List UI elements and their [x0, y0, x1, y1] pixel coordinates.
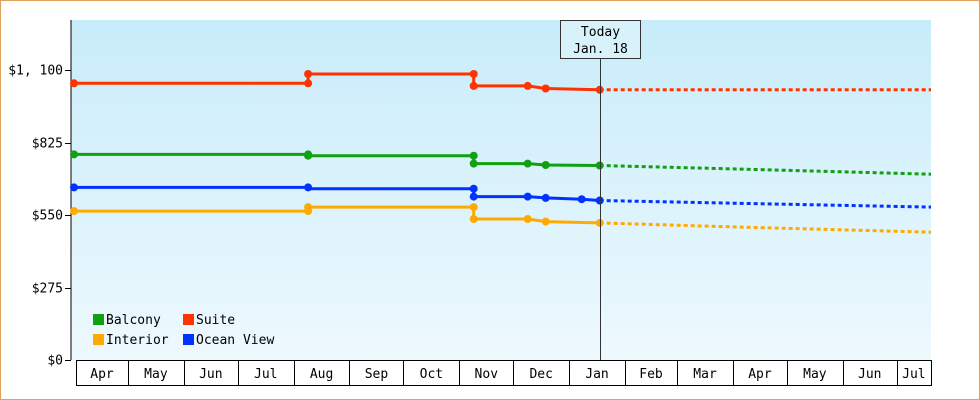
legend-label: Balcony: [106, 313, 161, 328]
data-point: [469, 159, 478, 168]
plot-area: [71, 20, 931, 360]
data-point: [523, 215, 532, 223]
x-tick-label: Mar: [693, 367, 717, 382]
legend-label: Interior: [106, 333, 169, 348]
y-tick-label: $1, 100: [8, 64, 63, 79]
data-point: [469, 203, 478, 212]
data-point: [70, 183, 78, 192]
x-tick-label: Apr: [90, 367, 114, 382]
data-point: [595, 218, 604, 227]
today-box: [560, 20, 641, 59]
legend-label: Ocean View: [196, 333, 274, 348]
x-tick-label: Oct: [420, 367, 443, 382]
x-tick-label: Aug: [310, 367, 333, 382]
legend-swatch: [183, 314, 194, 325]
legend-swatch: [183, 334, 194, 345]
legend-swatch: [93, 334, 104, 345]
legend-swatch: [93, 314, 104, 325]
data-point: [70, 79, 78, 88]
x-tick-label: Nov: [475, 367, 499, 382]
data-point: [541, 84, 550, 93]
today-date: Jan. 18: [573, 42, 628, 57]
data-point: [595, 161, 604, 170]
data-point: [469, 184, 478, 193]
data-point: [595, 196, 604, 205]
data-point: [541, 217, 550, 226]
x-tick-label: Jun: [858, 367, 881, 382]
data-point: [577, 195, 586, 204]
data-point: [469, 151, 478, 160]
data-point: [304, 70, 313, 78]
data-point: [304, 203, 313, 212]
data-point: [70, 207, 78, 216]
y-tick-label: $825: [32, 137, 63, 152]
series-forecast-interior: [599, 221, 932, 234]
data-point: [70, 150, 78, 159]
x-tick-label: Jul: [902, 367, 925, 382]
x-tick-label: Sep: [365, 367, 389, 382]
x-tick-label: May: [803, 367, 827, 382]
data-point: [304, 151, 313, 160]
x-tick-label: Apr: [748, 367, 772, 382]
data-point: [523, 81, 532, 90]
series-forecast-ocean-view: [599, 199, 932, 209]
x-tick-label: Feb: [639, 367, 663, 382]
data-point: [469, 215, 478, 223]
data-point: [523, 192, 532, 201]
x-tick-label: May: [144, 367, 168, 382]
data-point: [304, 183, 313, 192]
today-label: Today: [581, 25, 620, 40]
legend-label: Suite: [196, 313, 235, 328]
data-point: [523, 159, 532, 168]
x-tick-label: Jul: [254, 367, 277, 382]
y-tick-label: $0: [47, 354, 63, 369]
x-tick-label: Jun: [199, 367, 222, 382]
x-tick-label: Dec: [529, 367, 552, 382]
x-tick-label: Jan: [585, 367, 608, 382]
data-point: [469, 81, 478, 90]
series-forecast-balcony: [599, 164, 932, 176]
y-tick-label: $275: [32, 282, 63, 297]
data-point: [541, 193, 550, 202]
data-point: [304, 79, 313, 88]
data-point: [469, 192, 478, 201]
y-tick-label: $550: [32, 209, 63, 224]
data-point: [541, 161, 550, 169]
data-point: [595, 85, 604, 94]
data-point: [469, 70, 478, 78]
